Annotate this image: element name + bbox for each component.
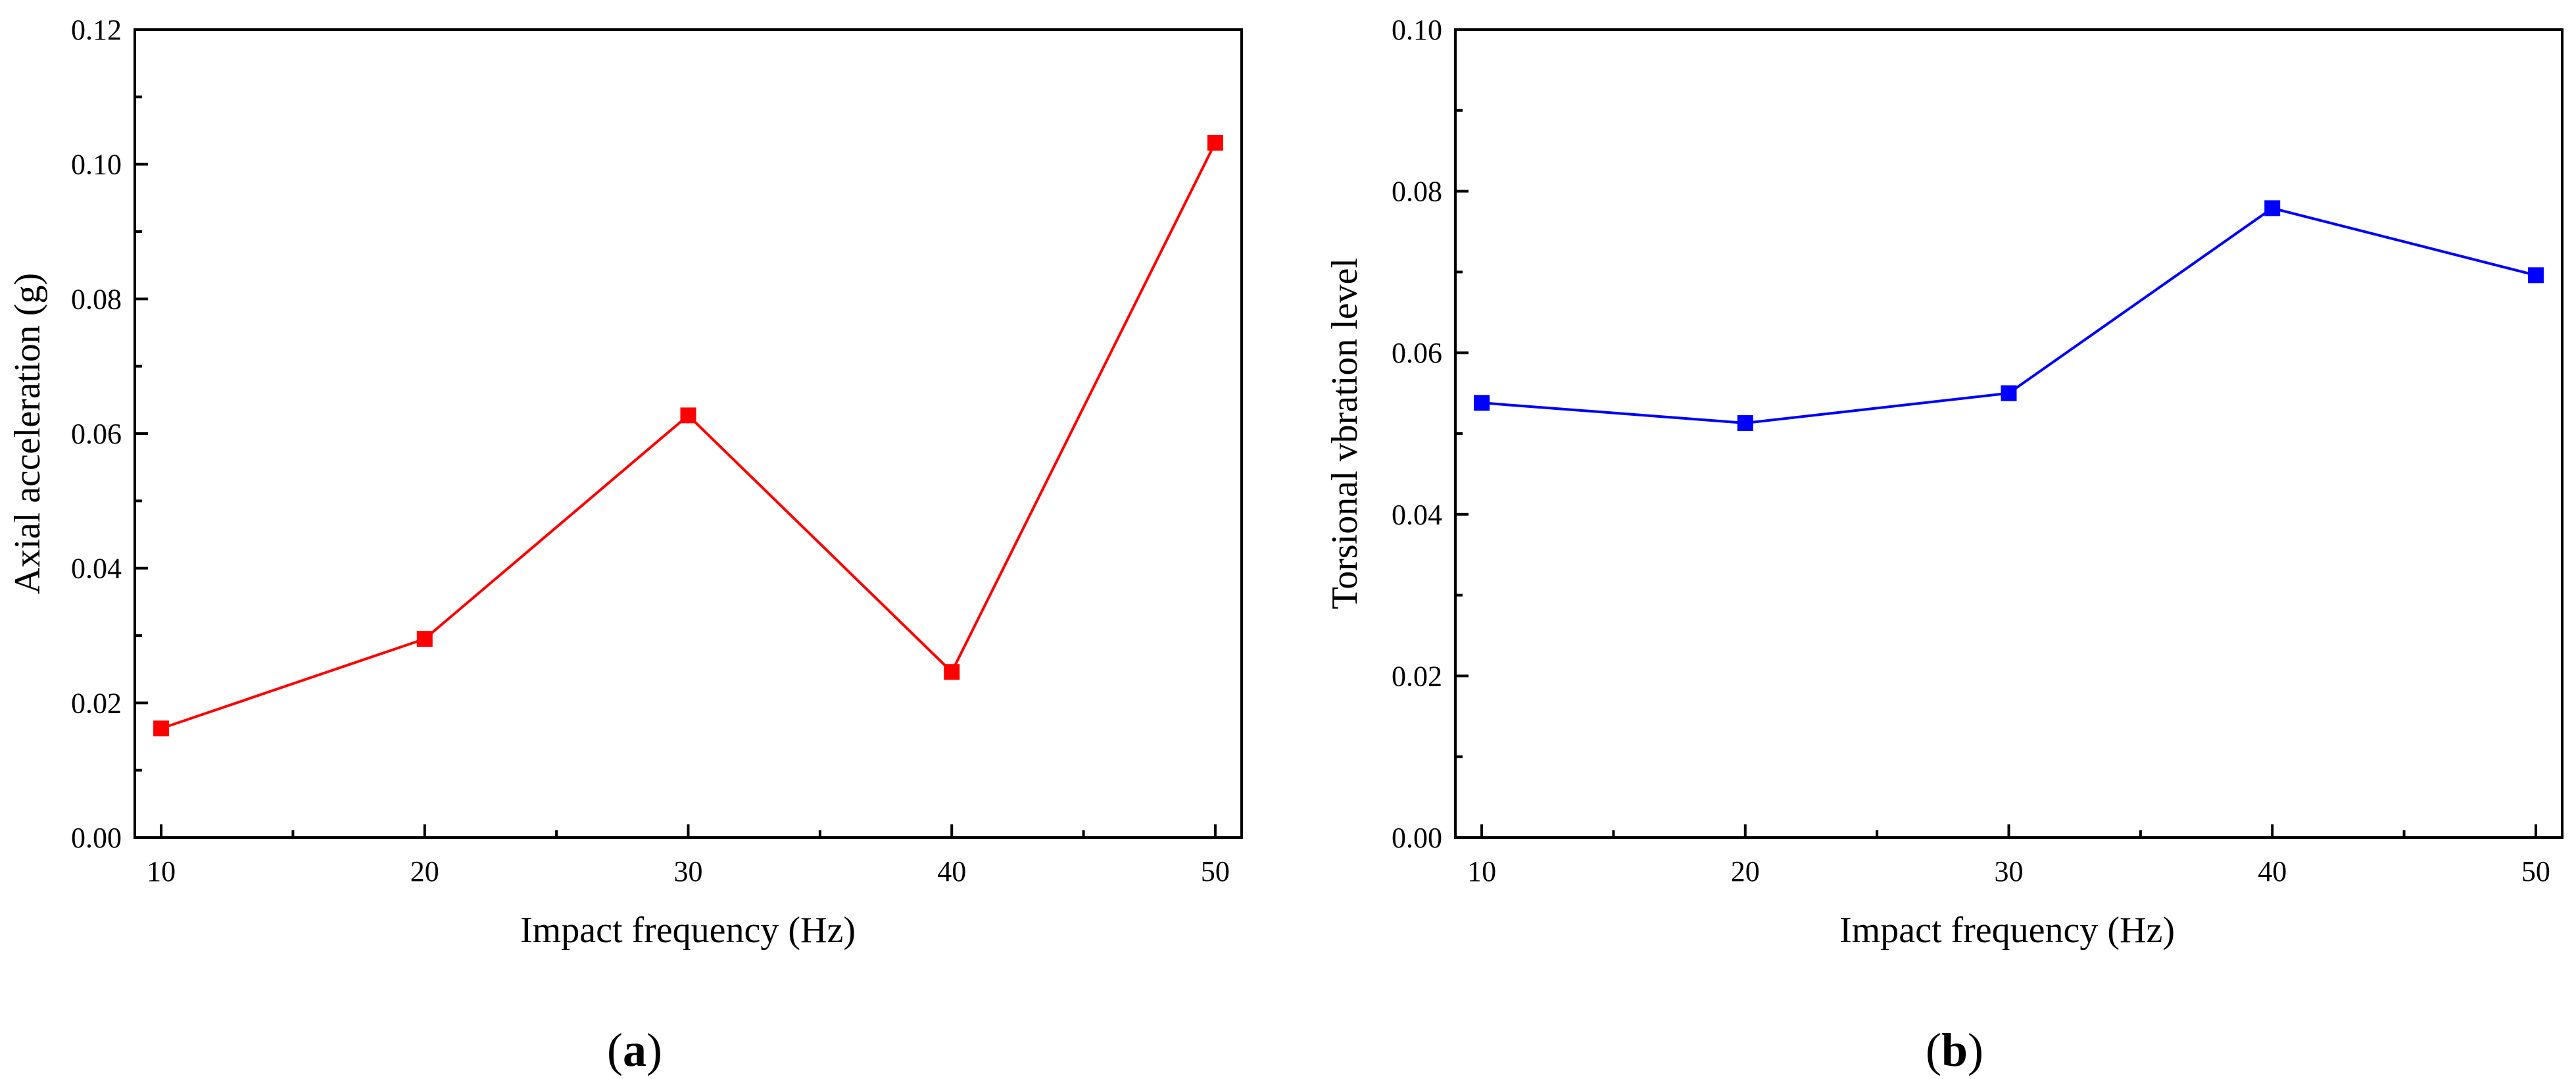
y-tick-label-a: 0.04 xyxy=(71,553,122,585)
data-point-a xyxy=(416,631,433,647)
x-tick-label-b: 30 xyxy=(1995,855,2024,888)
panel-label-b: (b) xyxy=(1926,1024,1983,1076)
data-point-b xyxy=(1737,415,1753,432)
y-tick-label-a: 0.00 xyxy=(71,822,122,854)
data-point-a xyxy=(944,664,960,680)
plot-frame-b xyxy=(1454,28,2564,839)
data-point-a xyxy=(153,720,170,737)
series-b xyxy=(1474,200,2544,432)
y-tick-label-b: 0.00 xyxy=(1392,822,1442,854)
y-tick-label-a: 0.06 xyxy=(71,418,122,450)
x-tick-label-a: 20 xyxy=(410,855,439,888)
y-tick-label-a: 0.02 xyxy=(71,687,122,719)
x-ticks-a: 10 20 30 40 50 xyxy=(147,824,1230,888)
y-tick-label-b: 0.08 xyxy=(1392,176,1442,208)
y-tick-label-b: 0.10 xyxy=(1392,14,1442,46)
x-tick-label-b: 40 xyxy=(2258,855,2287,888)
series-a xyxy=(153,134,1223,737)
chart-panel-a: 0.000.020.040.060.080.100.12 10 20 30 40 50 … xyxy=(7,14,1243,1076)
y-tick-label-b: 0.02 xyxy=(1392,660,1442,692)
data-point-a xyxy=(680,407,696,424)
plot-frame-a xyxy=(134,28,1243,839)
data-point-b xyxy=(2527,267,2544,284)
y-ticks-a: 0.00 0.02 0.04 0.06 0.08 0.10 0.12 xyxy=(71,14,148,854)
x-tick-label-b: 10 xyxy=(1467,855,1496,888)
data-point-b xyxy=(2264,200,2281,216)
x-tick-label-a: 50 xyxy=(1201,855,1230,888)
y-tick-label-a: 0.12 xyxy=(71,14,122,46)
panel-label-a: (a) xyxy=(607,1024,662,1076)
y-tick-label-a: 0.10 xyxy=(71,149,122,181)
x-tick-label-a: 30 xyxy=(674,855,703,888)
y-tick-label-a: 0.08 xyxy=(71,283,122,315)
y-tick-label-b: 0.06 xyxy=(1392,337,1442,369)
y-axis-title-a: Axial acceleration (g) xyxy=(7,273,48,594)
series-line-a xyxy=(160,142,1217,730)
x-tick-label-b: 50 xyxy=(2521,855,2550,888)
y-axis-title-b: Torsional vbration level xyxy=(1324,258,1365,609)
y-ticks-b: 0.00 0.02 0.04 0.06 0.08 0.10 xyxy=(1392,14,1469,854)
chart-panel-b: 0.00 0.02 0.04 0.06 0.08 0.10 10 20 30 40 50 Impa… xyxy=(1324,14,2564,1076)
x-axis-title-b: Impact frequency (Hz) xyxy=(1839,910,2175,951)
x-ticks-b: 10 20 30 40 50 xyxy=(1467,824,2550,888)
x-tick-label-a: 40 xyxy=(937,855,966,888)
data-point-a xyxy=(1207,134,1223,151)
x-tick-label-a: 10 xyxy=(147,855,176,888)
y-tick-label-b: 0.04 xyxy=(1392,499,1442,531)
data-point-b xyxy=(2001,385,2017,401)
x-tick-label-b: 20 xyxy=(1731,855,1760,888)
data-point-b xyxy=(1474,395,1490,411)
x-axis-title-a: Impact frequency (Hz) xyxy=(520,910,856,951)
